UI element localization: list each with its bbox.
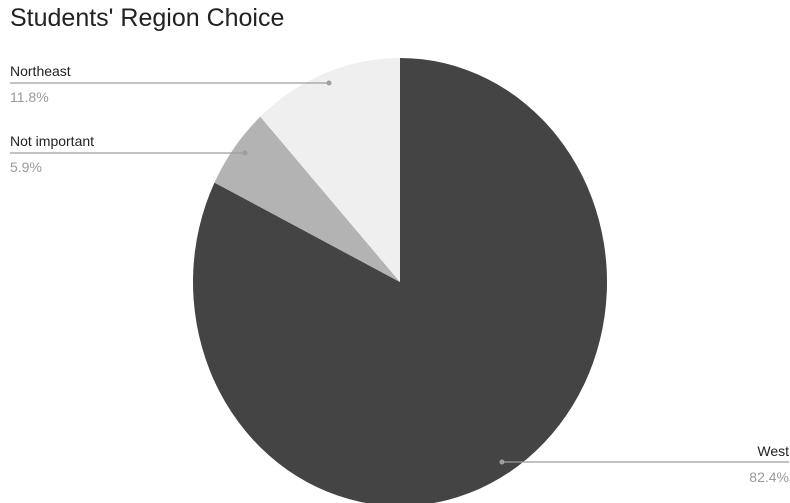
pie-slice-northeast [260, 58, 400, 282]
slice-label-west: West [757, 443, 789, 459]
pie-slice-not-important [214, 116, 400, 282]
slice-callouts: West 82.4% Not important 5.9% Northeast 11.8% [10, 63, 789, 485]
pie-slice-west [193, 58, 607, 503]
slice-label-northeast: Northeast [10, 63, 71, 79]
slice-value-not-important: 5.9% [10, 159, 42, 175]
pie-slices [193, 58, 607, 503]
slice-label-not-important: Not important [10, 133, 94, 149]
chart-title: Students' Region Choice [10, 4, 285, 32]
callout-dot-northeast [326, 80, 332, 86]
slice-value-west: 82.4% [749, 469, 789, 485]
callout-dot-not-important [242, 150, 248, 156]
slice-value-northeast: 11.8% [10, 89, 49, 105]
callout-dot-west [499, 459, 505, 465]
